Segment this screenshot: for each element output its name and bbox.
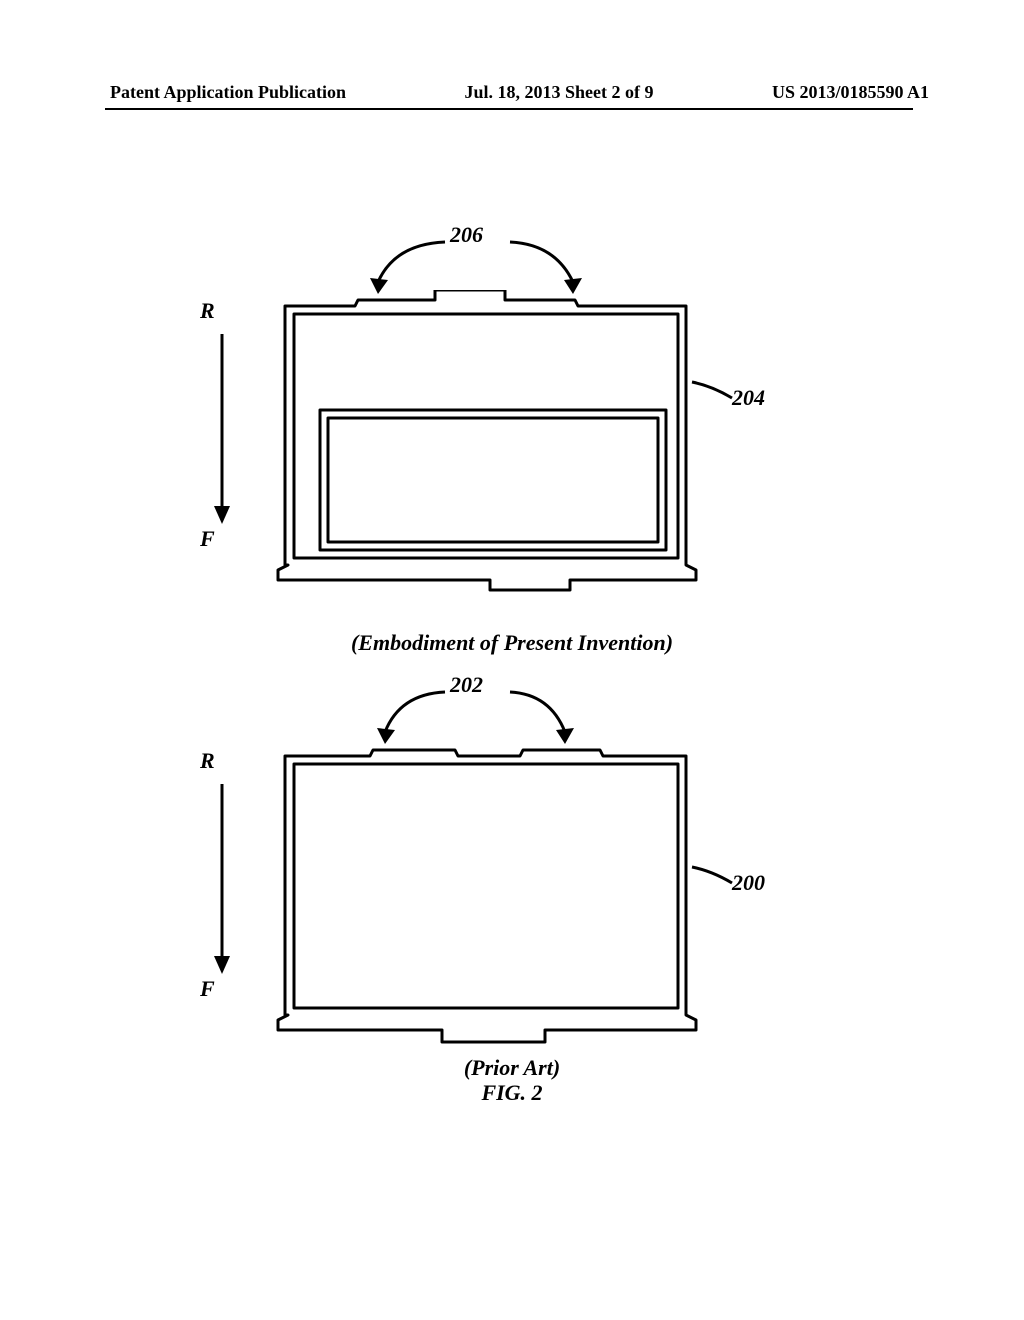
caption-embodiment-text: (Embodiment of Present Invention) (351, 630, 673, 655)
figure-number: FIG. 2 (0, 1080, 1024, 1105)
figure-embodiment: R F 206 204 (0, 250, 1024, 670)
header-left: Patent Application Publication (110, 82, 346, 103)
caption-embodiment: (Embodiment of Present Invention) (0, 630, 1024, 655)
header-center: Jul. 18, 2013 Sheet 2 of 9 (465, 82, 654, 103)
caption-prior-art-line1: (Prior Art) (0, 1055, 1024, 1080)
header-rule (105, 108, 913, 110)
caption-prior-art: (Prior Art) FIG. 2 (0, 1055, 1024, 1106)
drawing-embodiment (0, 290, 1024, 630)
drawing-prior-art (0, 740, 1024, 1080)
header-right: US 2013/0185590 A1 (772, 82, 929, 103)
page-header: Patent Application Publication Jul. 18, … (0, 82, 1024, 103)
